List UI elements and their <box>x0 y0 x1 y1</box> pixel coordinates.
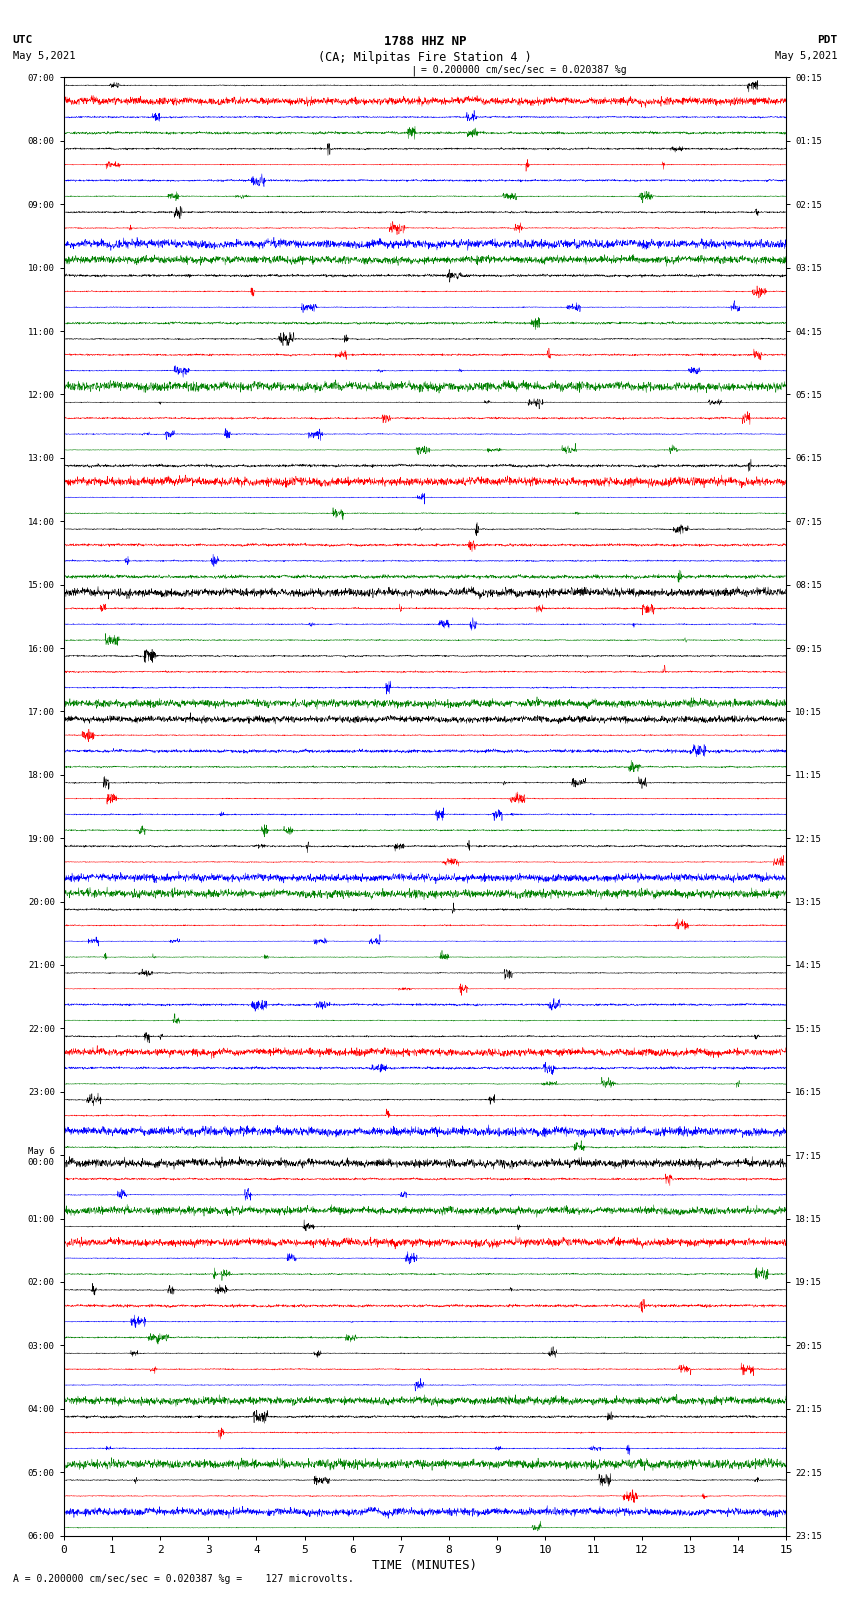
Text: PDT: PDT <box>817 35 837 45</box>
X-axis label: TIME (MINUTES): TIME (MINUTES) <box>372 1558 478 1571</box>
Text: A = 0.200000 cm/sec/sec = 0.020387 %g =    127 microvolts.: A = 0.200000 cm/sec/sec = 0.020387 %g = … <box>13 1574 354 1584</box>
Text: May 5,2021: May 5,2021 <box>13 50 76 61</box>
Text: (CA; Milpitas Fire Station 4 ): (CA; Milpitas Fire Station 4 ) <box>318 50 532 65</box>
Text: 1788 HHZ NP: 1788 HHZ NP <box>383 35 467 48</box>
Text: May 5,2021: May 5,2021 <box>774 50 837 61</box>
Text: |: | <box>410 65 416 76</box>
Text: UTC: UTC <box>13 35 33 45</box>
Text: = 0.200000 cm/sec/sec = 0.020387 %g: = 0.200000 cm/sec/sec = 0.020387 %g <box>421 65 626 76</box>
